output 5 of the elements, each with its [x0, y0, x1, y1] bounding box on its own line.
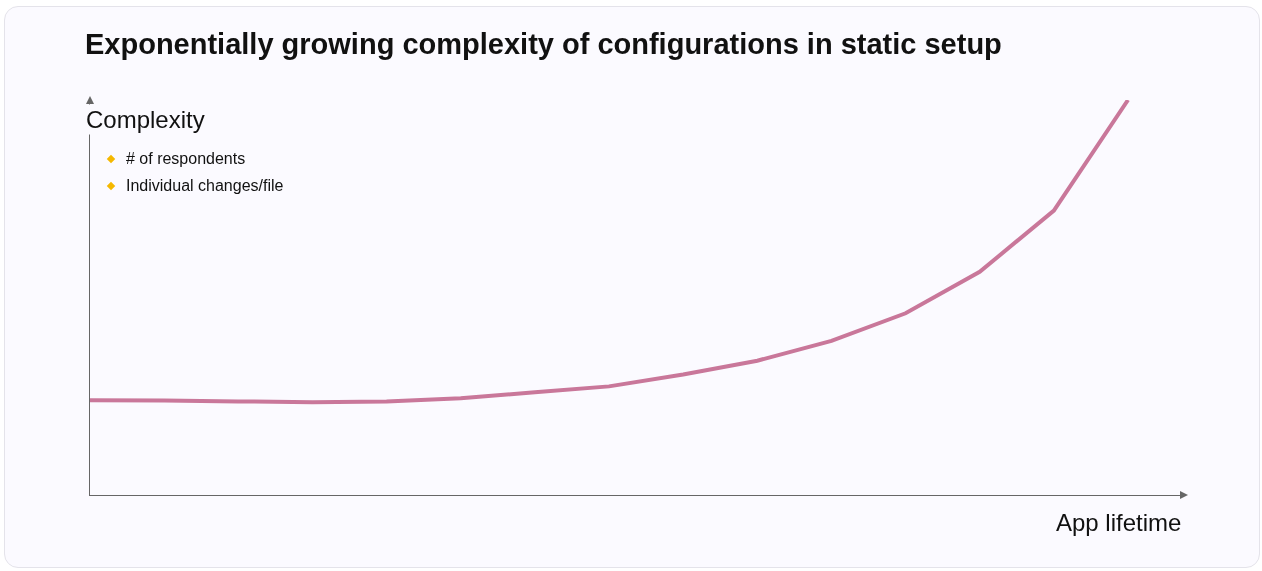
y-axis-title: Complexity	[86, 106, 205, 133]
chart-title: Exponentially growing complexity of configurations in static setup	[85, 28, 1002, 61]
annotation: # of respondents	[126, 149, 246, 168]
x-axis-title: App lifetime	[1056, 509, 1182, 536]
annotation: Individual changes/file	[126, 176, 284, 195]
